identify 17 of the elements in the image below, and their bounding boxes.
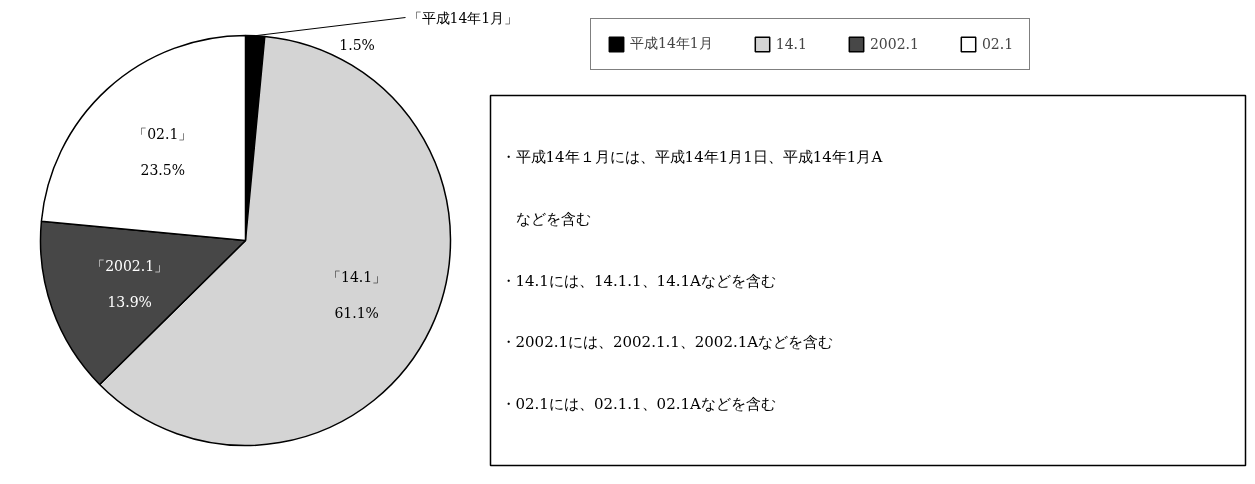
legend-label: 02.1 xyxy=(981,36,1014,52)
text: ・14.1には、14.1.1、14.1Aなどを含む xyxy=(500,271,776,290)
data-label: 13.9% xyxy=(107,293,152,310)
text: 「2002.1」 xyxy=(91,257,169,274)
data-label: 61.1% xyxy=(334,305,379,322)
legend-label: 平成14年1月 xyxy=(630,35,713,53)
text: 「02.1」 xyxy=(133,125,193,142)
legend-label: 2002.1 xyxy=(869,36,919,52)
text: ・02.1には、02.1.1、02.1Aなどを含む xyxy=(500,394,776,413)
data-label: 23.5% xyxy=(140,161,185,178)
text: 「平成14年1月」 xyxy=(407,9,519,26)
text: ・平成14年１月には、平成14年1月1日、平成14年1月A xyxy=(500,148,883,167)
text: などを含む xyxy=(500,209,591,228)
legend-label: 14.1 xyxy=(775,36,807,52)
text: 「14.1」 xyxy=(327,269,387,286)
data-label: 1.5% xyxy=(339,36,375,53)
text: ・2002.1には、2002.1.1、2002.1Aなどを含む xyxy=(500,333,834,352)
